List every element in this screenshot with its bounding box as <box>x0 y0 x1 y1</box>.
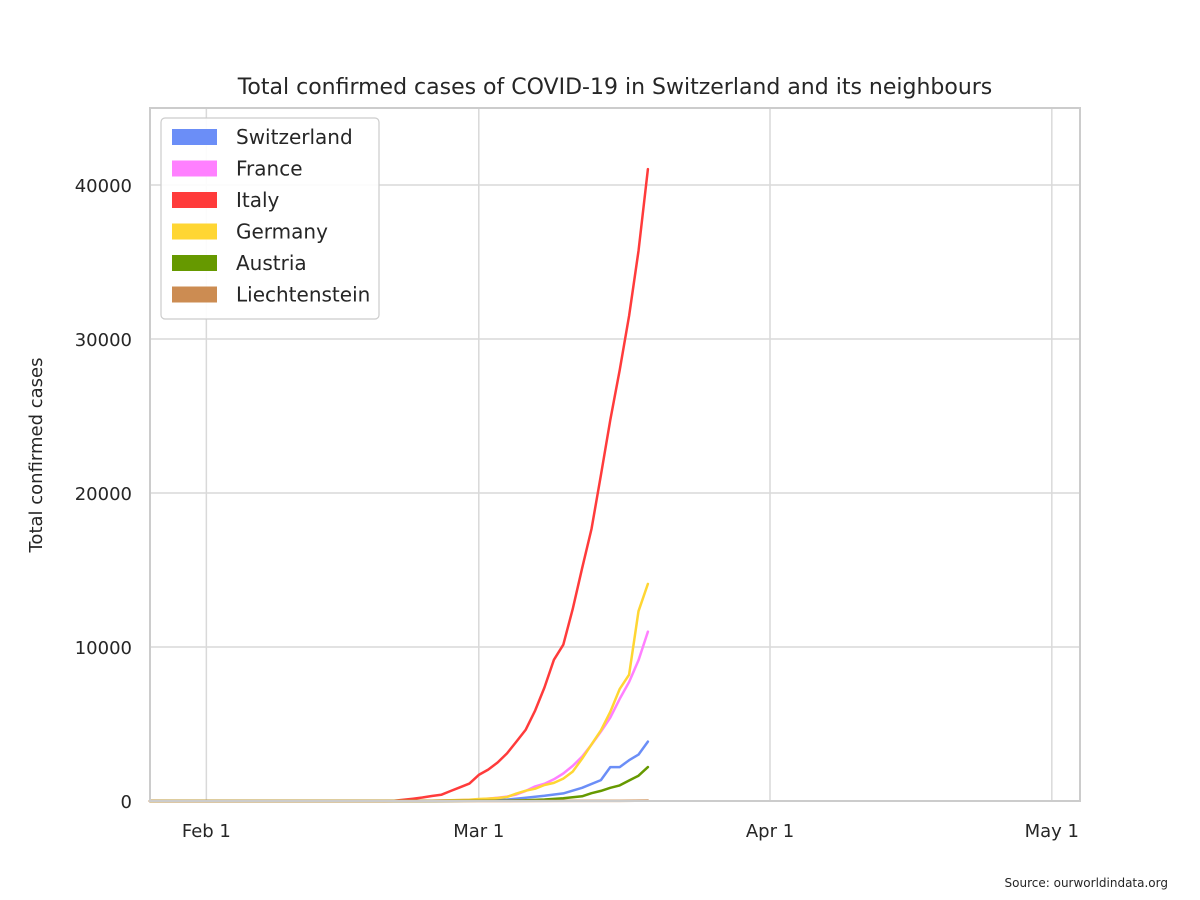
legend-label-germany: Germany <box>236 220 328 244</box>
legend-swatch-italy <box>172 192 217 208</box>
legend-label-france: France <box>236 157 303 181</box>
y-axis: 0 10000 20000 30000 40000 <box>75 176 132 813</box>
y-tick-label: 30000 <box>75 330 132 351</box>
x-tick-label: Apr 1 <box>746 821 794 842</box>
legend-swatch-switzerland <box>172 129 217 145</box>
y-tick-label: 0 <box>121 792 132 813</box>
y-axis-label: Total confirmed cases <box>26 357 47 553</box>
y-tick-label: 20000 <box>75 484 132 505</box>
y-tick-label: 40000 <box>75 176 132 197</box>
y-tick-label: 10000 <box>75 638 132 659</box>
plot-frame <box>149 107 1081 802</box>
legend-swatch-liechtenstein <box>172 286 217 303</box>
legend-label-liechtenstein: Liechtenstein <box>236 283 370 307</box>
legend-label-austria: Austria <box>236 251 307 275</box>
x-tick-label: Feb 1 <box>182 821 231 842</box>
x-tick-label: May 1 <box>1025 821 1079 842</box>
x-axis: Feb 1 Mar 1 Apr 1 May 1 <box>182 821 1079 842</box>
legend-label-italy: Italy <box>236 188 280 212</box>
legend-label-switzerland: Switzerland <box>236 125 353 149</box>
x-tick-label: Mar 1 <box>453 821 504 842</box>
legend-swatch-france <box>172 160 217 177</box>
series-line-italy <box>148 167 650 803</box>
series-line-france <box>148 630 650 803</box>
series-line-germany <box>148 582 650 803</box>
source-note: Source: ourworldindata.org <box>1004 876 1168 890</box>
legend-swatch-austria <box>172 255 217 271</box>
legend-swatch-germany <box>172 223 217 240</box>
chart-title: Total confirmed cases of COVID-19 in Swi… <box>237 75 993 100</box>
legend: Switzerland France Italy Germany Austria Liec… <box>160 117 380 320</box>
